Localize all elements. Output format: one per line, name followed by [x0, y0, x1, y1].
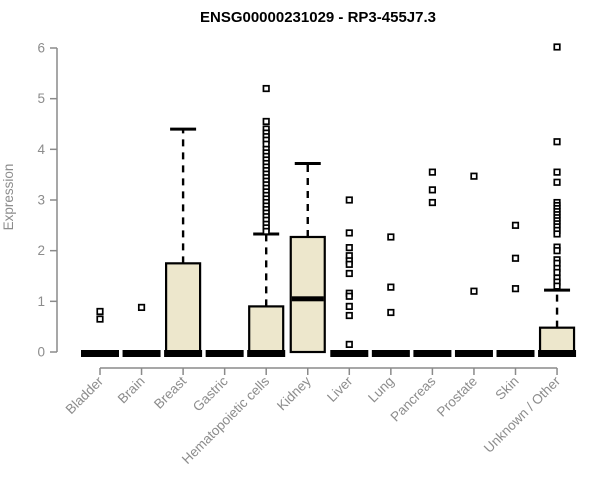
y-axis: 0 1 2 3 4 5 6 Expression — [1, 41, 58, 360]
y-tick-label: 2 — [37, 243, 45, 258]
chart-title: ENSG00000231029 - RP3-455J7.3 — [200, 9, 436, 26]
x-tick-label-pancreas: Pancreas — [388, 373, 439, 424]
boxplot-breast — [164, 127, 203, 357]
iqr-box — [248, 305, 285, 354]
boxplot-gastric — [205, 350, 244, 357]
y-tick-label: 0 — [37, 345, 45, 360]
outlier-point — [511, 285, 520, 293]
outlier-point — [345, 269, 353, 278]
outlier-point — [511, 254, 520, 262]
outlier-point — [387, 233, 395, 241]
y-tick-label: 5 — [37, 91, 45, 106]
outlier-point — [345, 196, 353, 204]
collapsed-box — [496, 350, 535, 357]
outlier-point — [428, 186, 436, 194]
collapsed-box — [330, 350, 369, 357]
outlier-point — [96, 307, 104, 316]
boxplot-liver — [330, 196, 369, 357]
y-tick-label: 6 — [37, 41, 45, 56]
outlier-point — [553, 282, 561, 290]
median-line — [538, 350, 577, 357]
outlier-point — [387, 283, 395, 291]
outlier-point — [511, 221, 520, 229]
outlier-point — [470, 287, 478, 295]
outlier-point — [262, 227, 270, 236]
y-tick-label: 1 — [37, 294, 45, 309]
x-tick-label-liver: Liver — [324, 373, 356, 405]
x-tick-label-lung: Lung — [365, 374, 397, 406]
boxplot-lung — [371, 233, 410, 357]
boxplot-skin — [496, 221, 535, 357]
x-tick-label-breast: Breast — [151, 373, 189, 411]
y-tick-label: 4 — [37, 142, 45, 157]
outlier-point — [553, 43, 561, 51]
outlier-point — [345, 340, 353, 348]
x-tick-label-skin: Skin — [492, 374, 521, 403]
x-tick-label-prostate: Prostate — [434, 374, 480, 420]
boxplot-bladder — [81, 307, 119, 357]
y-tick-label: 3 — [37, 193, 45, 208]
outlier-point — [345, 244, 353, 252]
boxplot-pancreas — [413, 168, 452, 357]
outlier-point — [553, 230, 561, 238]
outlier-point — [345, 302, 353, 310]
collapsed-box — [205, 350, 244, 357]
median-line — [247, 350, 286, 357]
outlier-point — [96, 315, 104, 323]
collapsed-box — [413, 350, 452, 357]
iqr-box — [538, 326, 576, 354]
outlier-point — [387, 308, 395, 317]
boxplot-prostate — [454, 172, 493, 357]
outlier-point — [470, 172, 478, 180]
boxplot-brain — [122, 303, 161, 357]
median-line — [164, 350, 203, 357]
outlier-point — [553, 138, 561, 146]
outlier-point — [553, 168, 561, 176]
boxplot-kidney — [289, 162, 326, 354]
outlier-point — [262, 117, 270, 126]
collapsed-box — [122, 350, 161, 357]
outlier-point — [428, 198, 436, 207]
outlier-point — [553, 178, 561, 186]
boxplot-unknown-other — [538, 43, 577, 357]
x-tick-label-brain: Brain — [115, 374, 148, 407]
y-axis-title: Expression — [1, 164, 16, 231]
outlier-point — [553, 268, 561, 277]
iqr-box — [165, 262, 202, 354]
collapsed-box — [371, 350, 410, 357]
outlier-point — [345, 311, 353, 320]
collapsed-box — [81, 350, 119, 357]
outlier-point — [345, 292, 353, 300]
boxplot-hematopoietic-cells — [247, 84, 286, 357]
outlier-point — [137, 303, 146, 312]
outlier-point — [345, 260, 353, 268]
x-tick-label-unknown-other: Unknown / Other — [481, 373, 564, 456]
iqr-box — [289, 235, 326, 354]
x-tick-label-bladder: Bladder — [63, 373, 107, 417]
collapsed-box — [454, 350, 493, 357]
median-line — [291, 296, 324, 302]
x-tick-label-gastric: Gastric — [190, 373, 231, 414]
outlier-point — [345, 229, 353, 237]
outlier-point — [553, 247, 561, 255]
outlier-point — [262, 84, 270, 93]
x-tick-label-kidney: Kidney — [274, 373, 314, 413]
outlier-point — [428, 168, 436, 176]
